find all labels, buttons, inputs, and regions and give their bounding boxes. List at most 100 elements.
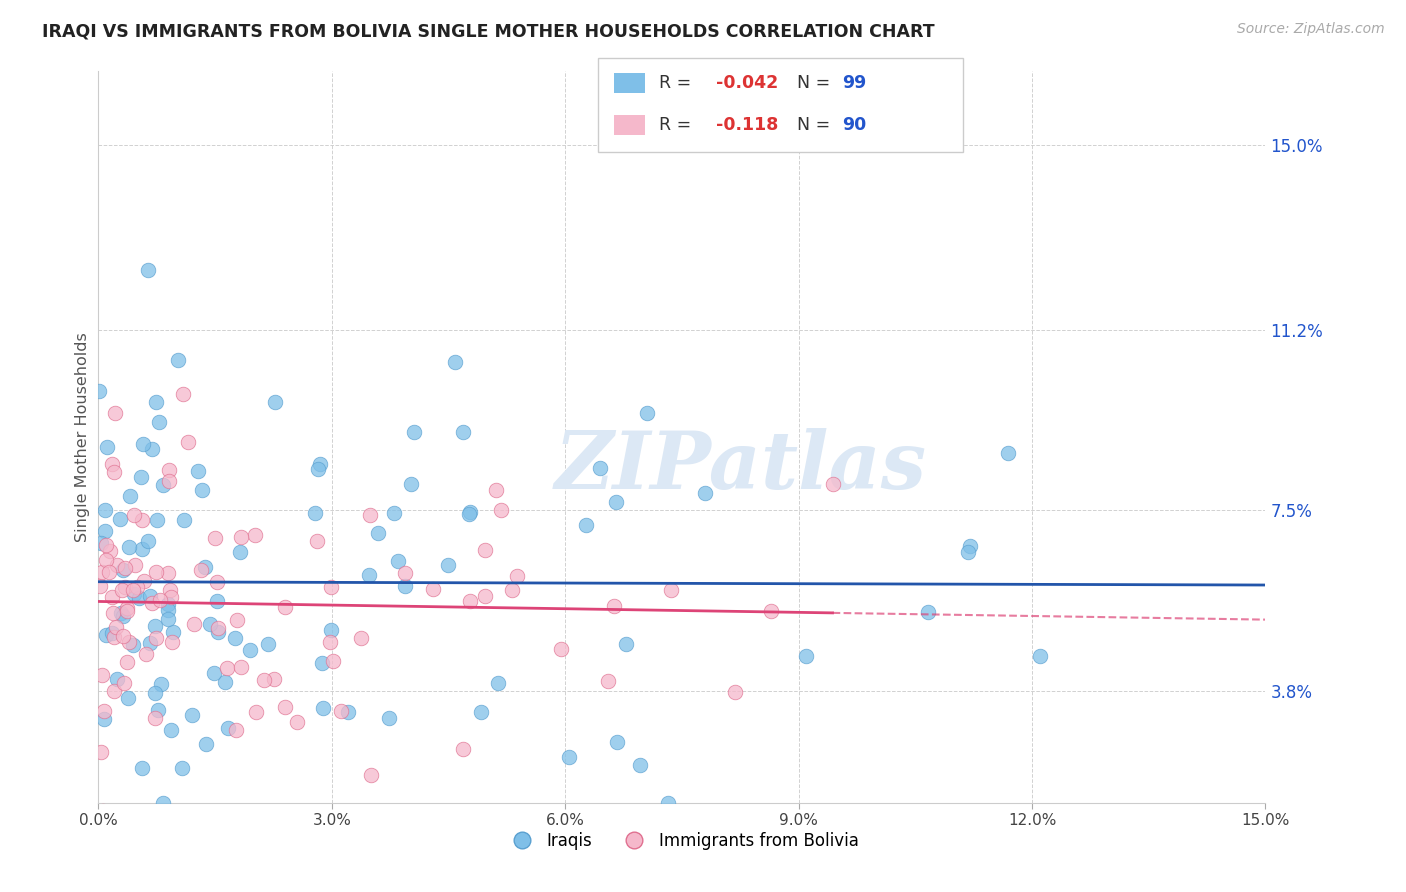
Point <box>605 495 627 509</box>
Point <box>193 560 215 574</box>
Point <box>156 603 179 617</box>
Point <box>350 631 373 645</box>
Point <box>205 574 228 589</box>
Point <box>136 533 159 548</box>
Point <box>160 591 183 605</box>
Point <box>761 604 783 618</box>
Point <box>253 673 276 687</box>
Point <box>394 579 416 593</box>
Point <box>506 569 529 583</box>
Point <box>122 508 145 522</box>
Point <box>307 462 329 476</box>
Point <box>917 605 939 619</box>
Point <box>162 625 184 640</box>
Point <box>312 700 335 714</box>
Point <box>131 761 153 775</box>
Point <box>474 589 496 603</box>
Point <box>659 582 682 597</box>
Point <box>606 735 628 749</box>
Point <box>129 470 152 484</box>
Point <box>94 538 117 552</box>
Point <box>112 629 135 643</box>
Point <box>131 513 153 527</box>
Text: N =: N = <box>786 74 835 92</box>
Point <box>146 513 169 527</box>
Point <box>111 582 134 597</box>
Point <box>207 624 229 639</box>
Point <box>90 745 112 759</box>
Point <box>229 530 252 544</box>
Point <box>957 545 980 559</box>
Point <box>257 637 280 651</box>
Point <box>91 804 114 818</box>
Point <box>115 655 138 669</box>
Point <box>108 512 131 526</box>
Point <box>172 761 194 775</box>
Point <box>122 587 145 601</box>
Point <box>217 721 239 735</box>
Point <box>308 457 330 471</box>
Point <box>273 699 295 714</box>
Point <box>224 631 246 645</box>
Point <box>101 607 124 621</box>
Point <box>226 613 249 627</box>
Point <box>131 542 153 557</box>
Point <box>120 489 142 503</box>
Point <box>96 553 118 567</box>
Point <box>628 758 651 772</box>
Point <box>152 796 174 810</box>
Point <box>105 558 128 572</box>
Point <box>821 477 844 491</box>
Point <box>138 262 160 277</box>
Point <box>190 483 212 497</box>
Point <box>321 624 343 638</box>
Point <box>128 591 150 605</box>
Point <box>103 465 125 479</box>
Point <box>166 353 188 368</box>
Point <box>112 675 135 690</box>
Point <box>245 706 267 720</box>
Point <box>231 660 253 674</box>
Point <box>148 415 170 429</box>
Point <box>103 684 125 698</box>
Point <box>145 395 167 409</box>
Y-axis label: Single Mother Households: Single Mother Households <box>75 332 90 542</box>
Point <box>159 583 181 598</box>
Point <box>100 457 122 471</box>
Point <box>91 668 114 682</box>
Point <box>794 649 817 664</box>
Point <box>103 630 125 644</box>
Point <box>87 384 110 398</box>
Point <box>190 563 212 577</box>
Point <box>458 508 481 522</box>
Point <box>486 676 509 690</box>
Point <box>458 505 481 519</box>
Point <box>489 503 512 517</box>
Text: 99: 99 <box>842 74 866 92</box>
Point <box>187 464 209 478</box>
Point <box>485 483 508 497</box>
Point <box>274 600 297 615</box>
Point <box>141 596 163 610</box>
Point <box>401 477 423 491</box>
Point <box>550 641 572 656</box>
Text: R =: R = <box>659 116 697 134</box>
Point <box>143 619 166 633</box>
Point <box>177 435 200 450</box>
Point <box>589 461 612 475</box>
Point <box>117 690 139 705</box>
Point <box>98 544 121 558</box>
Point <box>114 560 136 574</box>
Text: N =: N = <box>786 116 835 134</box>
Point <box>115 601 138 615</box>
Point <box>90 535 112 549</box>
Point <box>156 597 179 611</box>
Point <box>959 539 981 553</box>
Point <box>157 475 180 489</box>
Point <box>204 531 226 545</box>
Point <box>124 558 146 573</box>
Point <box>322 654 344 668</box>
Point <box>422 582 444 597</box>
Text: R =: R = <box>659 74 697 92</box>
Text: 90: 90 <box>842 116 866 134</box>
